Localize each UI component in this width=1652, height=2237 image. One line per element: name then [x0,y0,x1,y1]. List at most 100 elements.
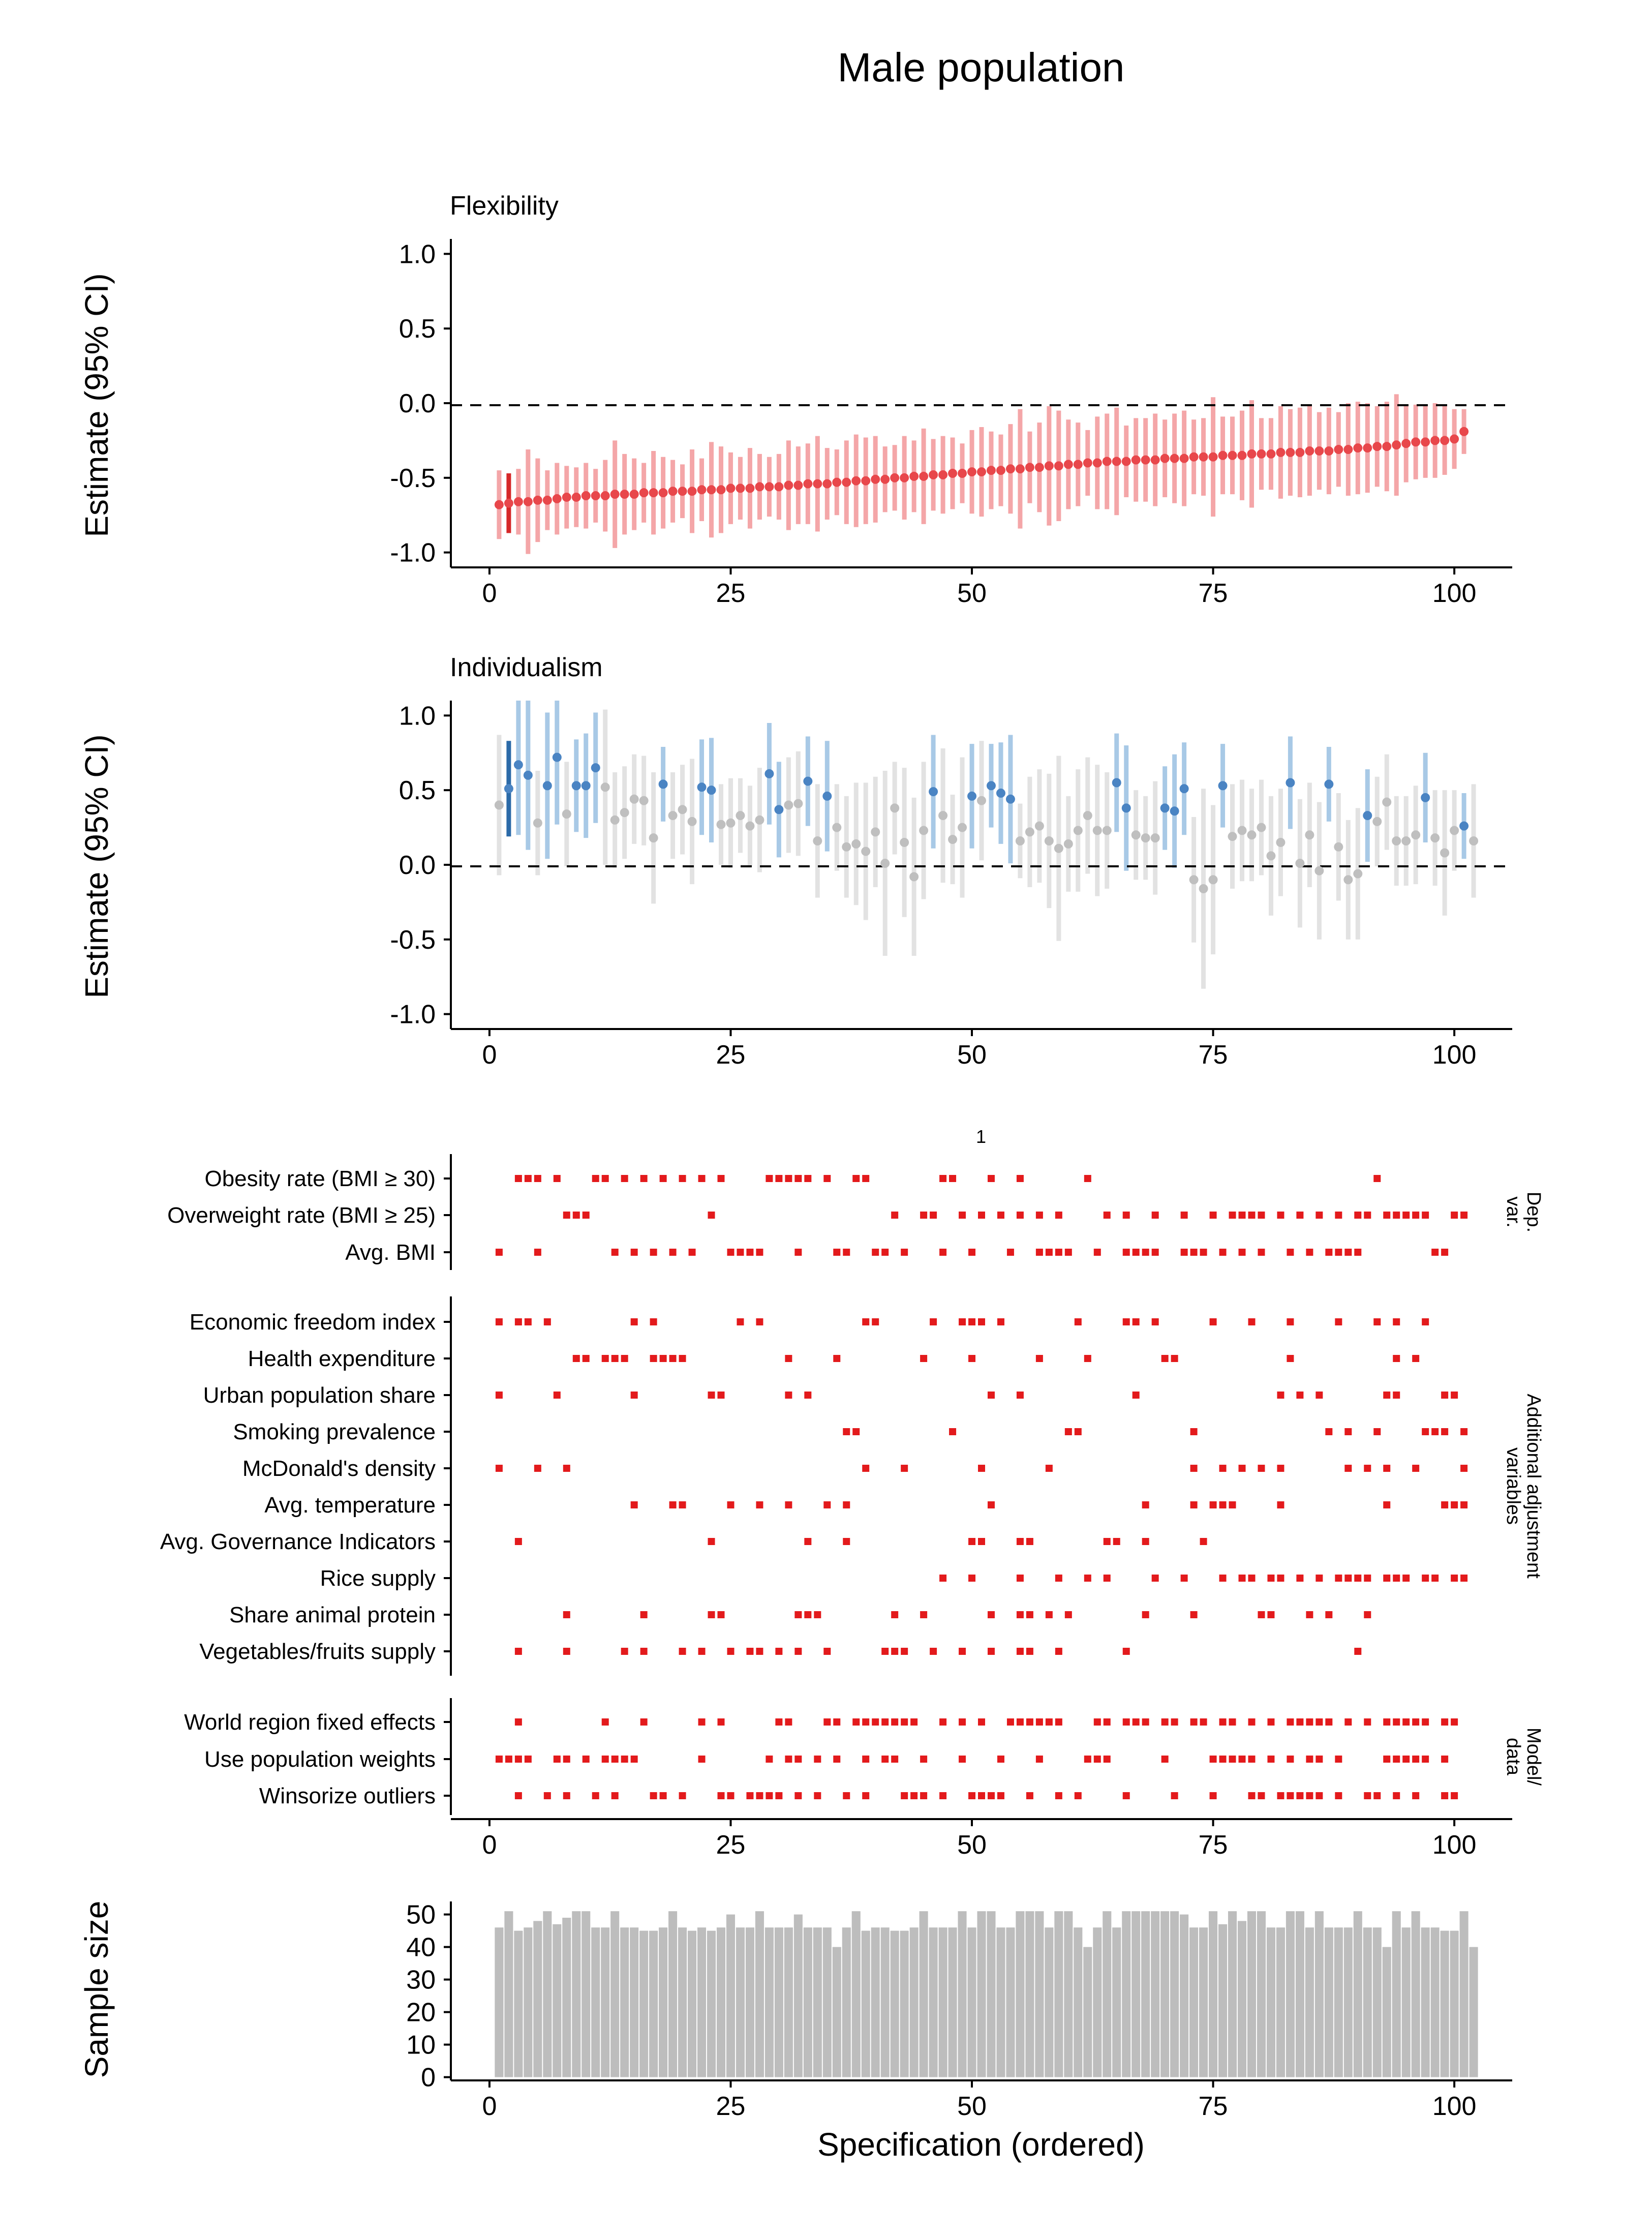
individualism-point [1054,843,1063,853]
spec-marker [949,1428,957,1435]
flexibility-point [1015,464,1025,474]
spec-marker [1373,1792,1381,1799]
spec-marker [756,1501,763,1508]
spec-marker [1248,1318,1256,1325]
spec-marker [1016,1611,1024,1618]
spec-marker [1354,1575,1362,1582]
flexibility-point [1170,454,1179,463]
individualism-y-axis-label: Estimate (95% CI) [78,734,115,998]
spec-marker [997,1318,1004,1325]
spec-marker [650,1792,657,1799]
sample-size-y-tick-label: 20 [406,1998,436,2028]
flexibility-point [938,470,948,479]
individualism-point [929,787,938,797]
spec-marker [843,1538,850,1545]
spec-marker [1074,1428,1082,1435]
spec-marker [1383,1756,1391,1763]
spec-marker [495,1318,503,1325]
spec-marker [1151,1249,1159,1256]
flexibility-point [1295,447,1305,457]
spec-marker [1460,1428,1468,1435]
spec-row-label: Avg. Governance Indicators [160,1529,436,1554]
flexibility-point [610,490,620,499]
spec-marker [1035,1756,1043,1763]
spec-marker [939,1792,947,1799]
individualism-point [1141,833,1150,843]
spec-group: Model/data World region fixed effects Use … [184,1698,1544,1815]
spec-marker [669,1249,677,1256]
individualism-point [1025,827,1034,837]
spec-marker [1316,1718,1323,1726]
individualism-point [581,781,591,791]
flexibility-point [716,485,726,495]
sample-size-y-tick-label: 0 [421,2063,436,2093]
spec-marker [1296,1212,1304,1219]
spec-marker [1325,1718,1333,1726]
spec-row-label: McDonald's density [242,1456,436,1481]
spec-marker [1016,1648,1024,1655]
spec-marker [852,1718,860,1726]
individualism-x-tick-label: 100 [1432,1040,1477,1070]
spec-marker [1035,1718,1043,1726]
spec-marker [1412,1718,1420,1726]
individualism-point [1401,836,1411,846]
spec-marker [775,1175,783,1182]
spec-marker [746,1249,754,1256]
spec-marker [1142,1249,1149,1256]
spec-row-label: Rice supply [320,1566,436,1591]
individualism-point [1034,821,1044,831]
individualism-point [533,818,542,828]
spec-marker [1422,1575,1429,1582]
spec-marker [1122,1318,1130,1325]
spec-marker [1277,1792,1284,1799]
flexibility-point [649,488,658,498]
spec-marker [794,1756,802,1763]
spec-marker [959,1718,966,1726]
individualism-point [977,796,986,805]
spec-marker [1287,1718,1294,1726]
spec-marker [1026,1538,1033,1545]
flexibility-point [1363,443,1372,453]
specification-x-tick-label: 100 [1432,1830,1477,1860]
spec-marker [1035,1355,1043,1362]
spec-marker [1383,1718,1391,1726]
spec-marker [659,1175,667,1182]
spec-marker [901,1465,908,1472]
sample-size-bar [1372,1927,1382,2077]
sample-size-bar [1286,1911,1295,2077]
sample-size-bar [1093,1927,1102,2077]
spec-marker [1084,1175,1091,1182]
spec-marker [514,1538,522,1545]
spec-marker [1373,1175,1381,1182]
spec-marker [650,1249,657,1256]
individualism-point [1063,839,1073,849]
spec-marker [987,1792,995,1799]
individualism-point [1005,794,1015,804]
specification-x-tick-label: 75 [1199,1830,1228,1860]
individualism-point [1353,869,1363,879]
spec-marker [1055,1575,1062,1582]
individualism-point [1440,848,1450,858]
spec-marker [1287,1355,1294,1362]
spec-marker [862,1792,870,1799]
spec-marker [708,1392,715,1399]
spec-marker [1325,1249,1333,1256]
individualism-point [842,842,851,852]
spec-marker [495,1465,503,1472]
flexibility-panel: Flexibility Estimate (95% CI) 1.0 0.5 0.0 -… [78,191,1512,608]
spec-marker [1132,1392,1140,1399]
spec-marker [1451,1501,1458,1508]
spec-marker [553,1175,561,1182]
spec-marker [872,1718,879,1726]
individualism-point [948,835,958,844]
individualism-x-tick-label: 50 [957,1040,987,1070]
individualism-point [803,776,813,786]
spec-marker [1016,1392,1024,1399]
specification-x-tick-label: 0 [482,1830,497,1860]
spec-marker [1287,1318,1294,1325]
spec-marker [1006,1718,1014,1726]
spec-marker [1219,1718,1227,1726]
spec-marker [592,1175,599,1182]
spec-marker [1402,1718,1410,1726]
sample-size-bar [1257,1911,1266,2077]
